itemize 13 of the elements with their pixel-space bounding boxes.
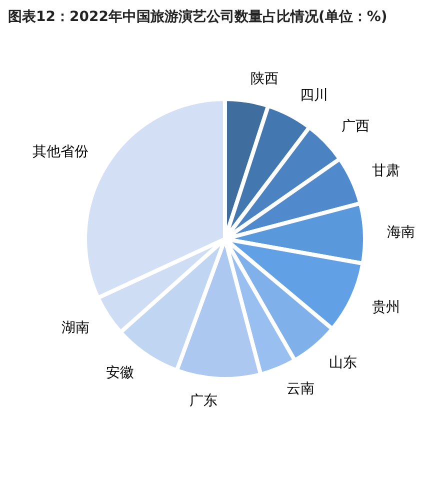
slice-label: 广西 <box>342 118 370 135</box>
slice-label: 广东 <box>189 392 218 409</box>
slice-label: 甘肃 <box>372 162 400 179</box>
slice-label: 四川 <box>300 87 328 104</box>
slice-label: 其他省份 <box>32 144 88 160</box>
chart-title: 图表12：2022年中国旅游演艺公司数量占比情况(单位：%) <box>8 8 388 27</box>
slice-label: 山东 <box>329 355 358 372</box>
slice-label: 湖南 <box>62 320 90 336</box>
slice-label: 海南 <box>386 224 415 240</box>
slice-label: 云南 <box>286 380 315 397</box>
slice-label: 安徽 <box>106 364 134 381</box>
slice-label: 贵州 <box>372 300 400 316</box>
slice-label: 陕西 <box>250 70 278 87</box>
